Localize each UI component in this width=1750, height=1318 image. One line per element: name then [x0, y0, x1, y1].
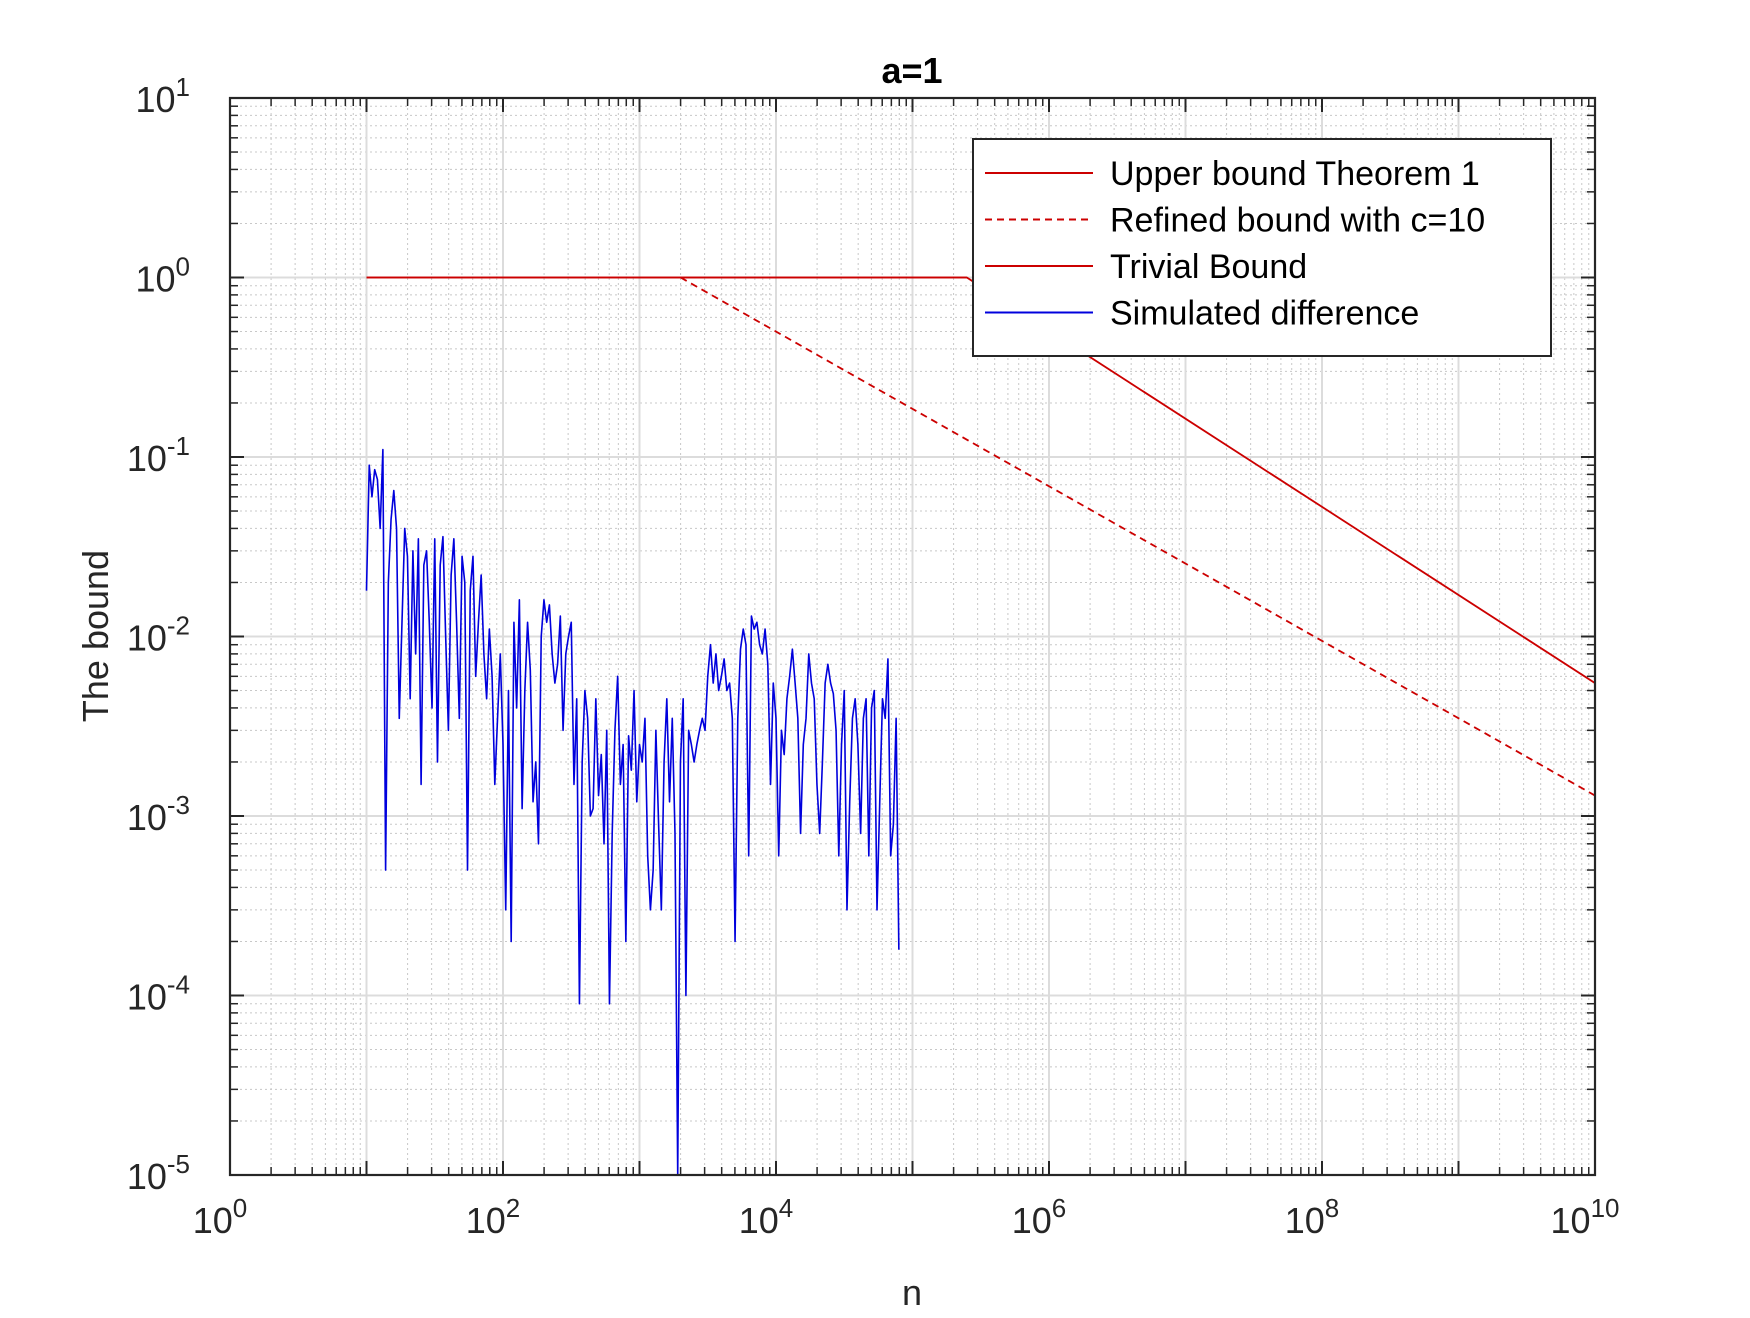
tick-marks	[229, 97, 1596, 1176]
y-tick-label: 100	[135, 252, 190, 300]
legend: Upper bound Theorem 1 Refined bound with …	[972, 138, 1552, 357]
x-tick-label: 1010	[1551, 1193, 1620, 1241]
y-tick-label: 10-2	[127, 611, 190, 659]
series-line-simulated-difference	[365, 448, 900, 1175]
x-axis-label: n	[902, 1272, 922, 1313]
series-layer	[365, 276, 1595, 1175]
x-tick-label: 104	[739, 1193, 794, 1241]
y-tick-label: 10-1	[127, 431, 190, 479]
y-axis-label: The bound	[75, 550, 116, 722]
x-tick-label: 102	[466, 1193, 521, 1241]
legend-label-simulated-difference: Simulated difference	[1110, 295, 1419, 333]
chart-title: a=1	[881, 50, 942, 91]
y-tick-label: 10-3	[127, 790, 190, 838]
x-tick-label: 100	[193, 1193, 248, 1241]
y-tick-label: 10-4	[127, 970, 190, 1018]
x-tick-label: 106	[1012, 1193, 1067, 1241]
x-tick-labels: 100 102 104 106 108 1010	[193, 1193, 1620, 1241]
legend-entries: Upper bound Theorem 1 Refined bound with …	[985, 155, 1485, 333]
legend-label-trivial-bound: Trivial Bound	[1110, 248, 1307, 286]
legend-label-upper-bound-theorem-1: Upper bound Theorem 1	[1110, 155, 1480, 193]
x-tick-label: 108	[1285, 1193, 1340, 1241]
y-tick-labels: 10-5 10-4 10-3 10-2 10-1 100 101	[127, 72, 190, 1197]
y-tick-label: 10-5	[127, 1149, 190, 1197]
y-tick-label: 101	[135, 72, 190, 120]
legend-box	[972, 138, 1552, 357]
legend-label-refined-bound-with-c-10: Refined bound with c=10	[1110, 202, 1485, 240]
